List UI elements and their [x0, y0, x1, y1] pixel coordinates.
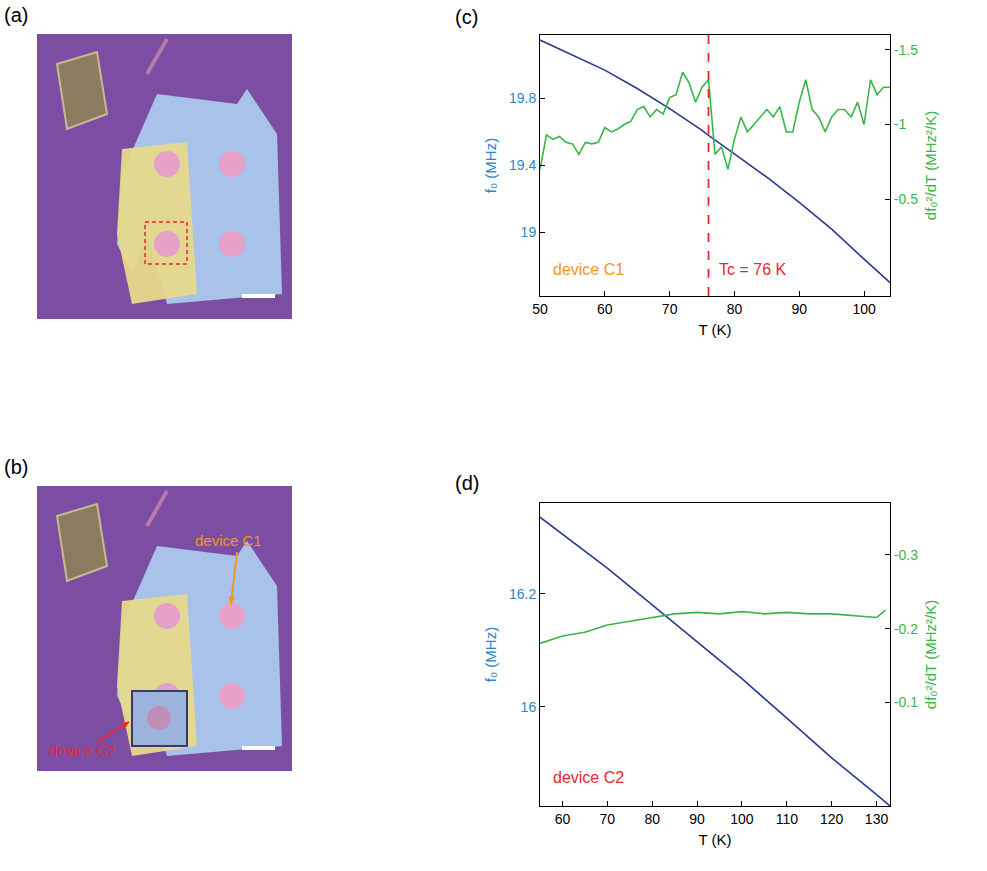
svg-text:f₀ (MHz): f₀ (MHz): [482, 627, 499, 682]
svg-text:16.2: 16.2: [509, 586, 536, 602]
svg-text:130: 130: [865, 811, 889, 827]
svg-text:80: 80: [644, 811, 660, 827]
svg-text:16: 16: [521, 699, 537, 715]
svg-text:60: 60: [597, 301, 613, 317]
svg-text:100: 100: [852, 301, 876, 317]
svg-text:-0.3: -0.3: [894, 547, 918, 563]
html-text:(b): (b): [4, 456, 29, 478]
svg-text:70: 70: [600, 811, 616, 827]
svg-text:-0.2: -0.2: [894, 621, 918, 637]
svg-text:-0.1: -0.1: [894, 694, 918, 710]
svg-text:f₀ (MHz): f₀ (MHz): [482, 138, 499, 193]
svg-text:-0.5: -0.5: [894, 191, 918, 207]
svg-text:-1: -1: [894, 116, 907, 132]
html-text:(a): (a): [4, 4, 29, 26]
svg-text:70: 70: [662, 301, 678, 317]
svg-text:110: 110: [776, 811, 799, 827]
svg-text:Tc = 76 K: Tc = 76 K: [719, 261, 786, 278]
svg-text:100: 100: [730, 811, 754, 827]
svg-text:80: 80: [727, 301, 743, 317]
svg-text:90: 90: [689, 811, 705, 827]
svg-text:df₀²/dT (MHz²/K): df₀²/dT (MHz²/K): [922, 600, 939, 709]
svg-text:T (K): T (K): [698, 831, 731, 848]
svg-text:-1.5: -1.5: [894, 42, 918, 58]
svg-text:120: 120: [820, 811, 844, 827]
svg-text:60: 60: [555, 811, 571, 827]
html-text:(c): (c): [455, 6, 479, 28]
html-text:(d): (d): [455, 472, 480, 494]
svg-text:device C2: device C2: [553, 769, 624, 786]
svg-text:device C1: device C1: [553, 261, 624, 278]
svg-text:19: 19: [521, 224, 537, 240]
svg-text:device C2: device C2: [49, 742, 116, 759]
svg-text:19.4: 19.4: [509, 157, 536, 173]
svg-text:T (K): T (K): [698, 321, 731, 338]
svg-text:df₀²/dT (MHz²/K): df₀²/dT (MHz²/K): [922, 111, 939, 220]
svg-text:50: 50: [532, 301, 548, 317]
svg-text:19.8: 19.8: [509, 90, 536, 106]
svg-text:device C1: device C1: [195, 532, 262, 549]
svg-text:90: 90: [791, 301, 807, 317]
